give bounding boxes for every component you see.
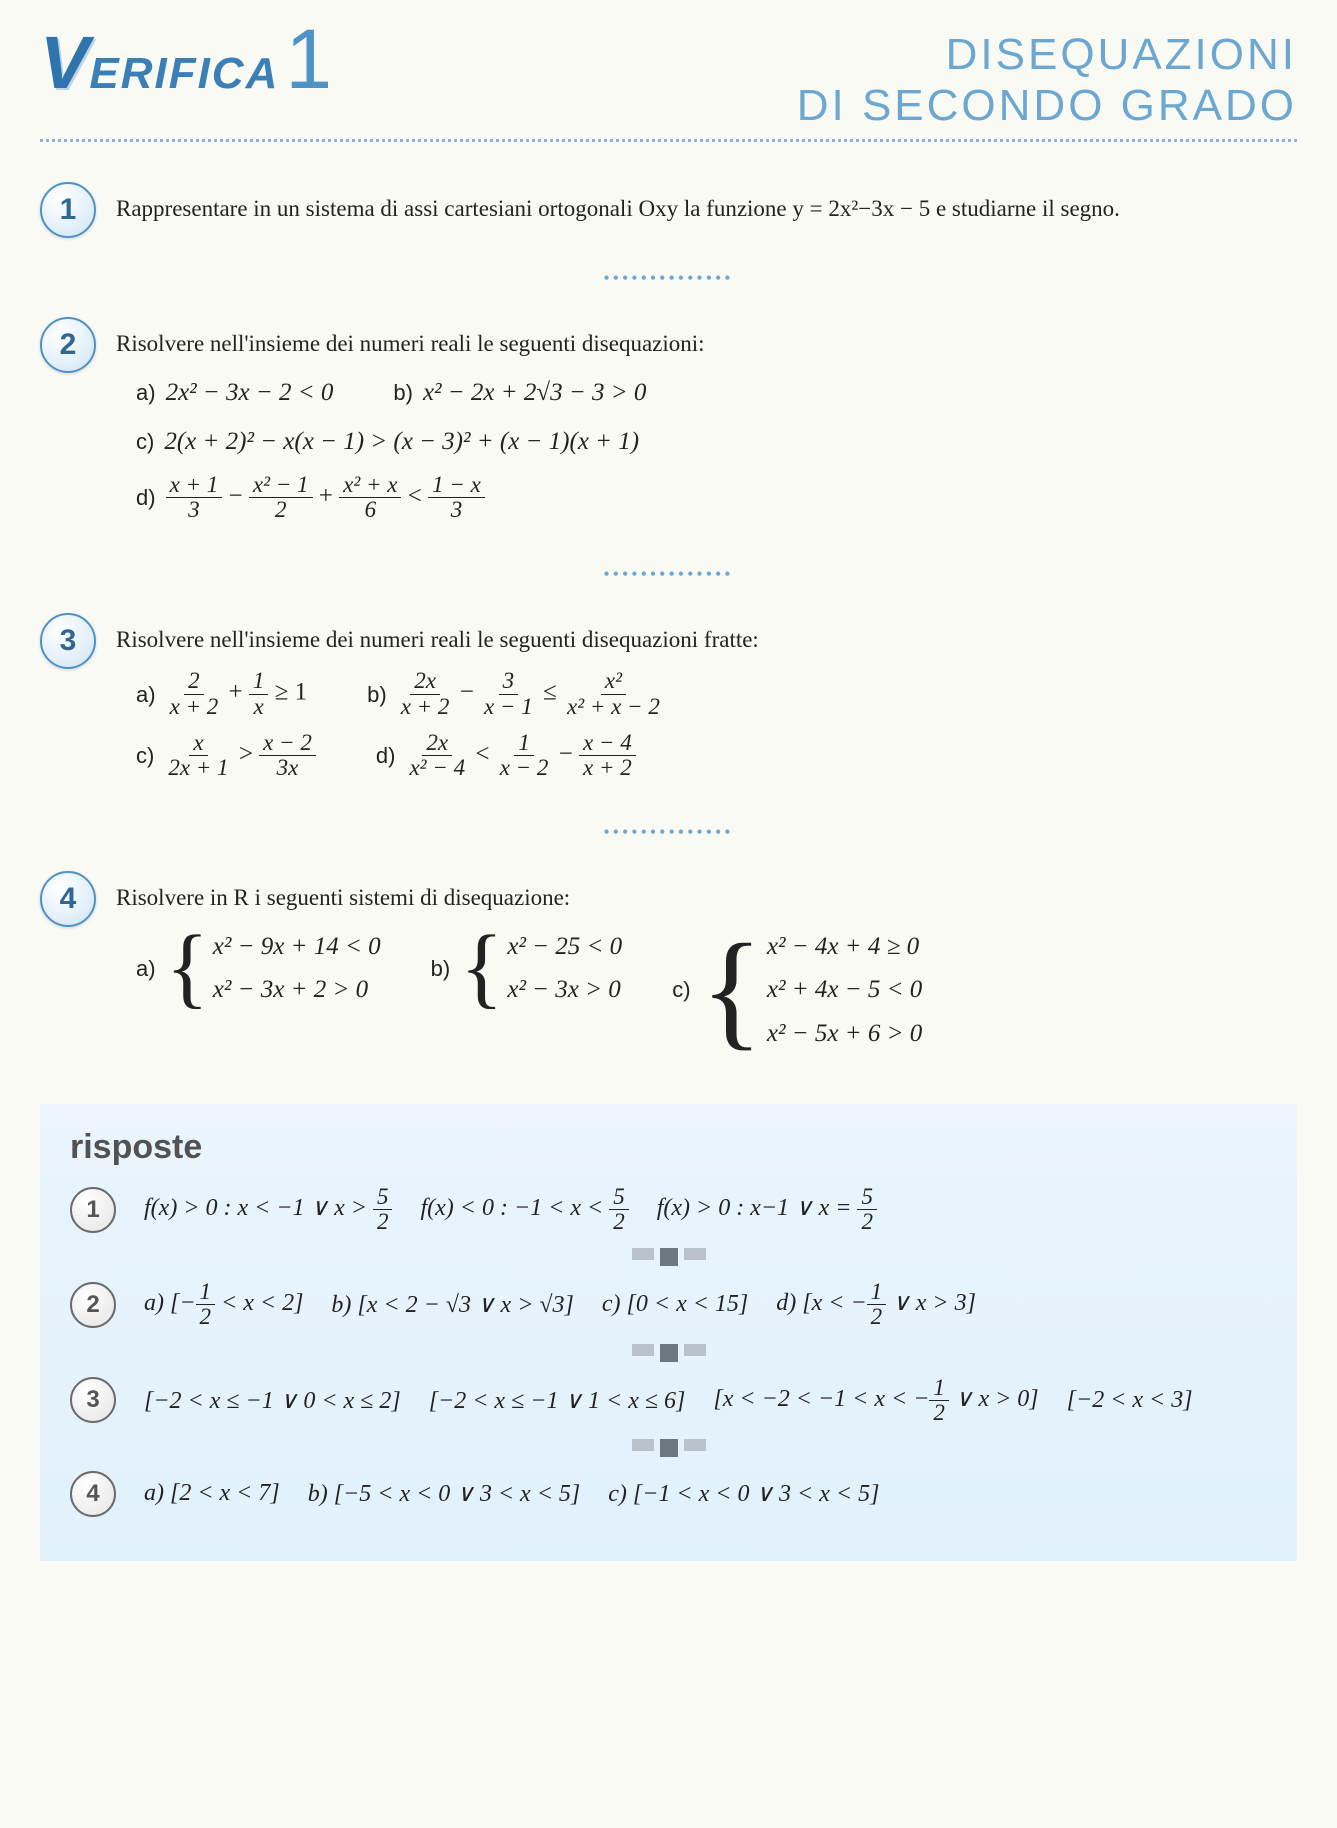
separator-dots: •••••••••••••• [40,268,1297,289]
label-d: d) [136,481,156,514]
ans-3b: [−2 < x ≤ −1 ∨ 1 < x ≤ 6] [429,1386,686,1415]
problems-block: 1 Rappresentare in un sistema di assi ca… [40,182,1297,1064]
problem-number: 4 [40,871,96,927]
problem-1-text: Rappresentare in un sistema di assi cart… [116,182,1297,227]
answer-number: 1 [70,1187,116,1233]
label-a: a) [136,376,156,409]
ans-2d: d) [x < −12 ∨ x > 3] [776,1280,976,1329]
problem-1: 1 Rappresentare in un sistema di assi ca… [40,182,1297,238]
problem-3-body: Risolvere nell'insieme dei numeri reali … [116,613,1297,792]
system-4b: { x² − 25 < 0 x² − 3x > 0 [460,928,622,1009]
problem-4-text: Risolvere in R i seguenti sistemi di dis… [116,881,1297,916]
label-b: b) [393,376,413,409]
problem-4: 4 Risolvere in R i seguenti sistemi di d… [40,871,1297,1064]
page-header: V ERIFICA 1 DISEQUAZIONI DI SECONDO GRAD… [40,30,1297,142]
eq-2c: 2(x + 2)² − x(x − 1) > (x − 3)² + (x − 1… [164,423,639,461]
separator-squares [70,1439,1267,1457]
problem-3-text: Risolvere nell'insieme dei numeri reali … [116,623,1297,658]
label-b: b) [431,952,451,985]
answer-row-4: 4 a) [2 < x < 7] b) [−5 < x < 0 ∨ 3 < x … [70,1471,1267,1517]
answer-number: 4 [70,1471,116,1517]
label-b: b) [367,678,387,711]
eq-3c: x2x + 1 > x − 23x [164,731,316,780]
problem-number: 1 [40,182,96,238]
answer-row-1: 1 f(x) > 0 : x < −1 ∨ x > 52 f(x) < 0 : … [70,1185,1267,1234]
eq-3a: 2x + 2 + 1x ≥ 1 [166,669,308,718]
ans-1c: f(x) > 0 : x−1 ∨ x = 52 [657,1185,877,1234]
label-a: a) [136,952,156,985]
problem-2: 2 Risolvere nell'insieme dei numeri real… [40,317,1297,534]
separator-squares [70,1344,1267,1362]
label-d: d) [376,739,396,772]
label-a: a) [136,678,156,711]
logo-number: 1 [285,30,332,89]
logo-rest: ERIFICA [89,49,279,99]
problem-number: 3 [40,613,96,669]
ans-1a: f(x) > 0 : x < −1 ∨ x > 52 [144,1185,392,1234]
ans-2c: c) [0 < x < 15] [602,1291,748,1318]
ans-2a: a) [−12 < x < 2] [144,1280,303,1329]
problem-number: 2 [40,317,96,373]
answer-number: 2 [70,1282,116,1328]
problem-3: 3 Risolvere nell'insieme dei numeri real… [40,613,1297,792]
worksheet-page: V ERIFICA 1 DISEQUAZIONI DI SECONDO GRAD… [0,0,1337,1828]
eq-3b: 2xx + 2 − 3x − 1 ≤ x²x² + x − 2 [397,669,664,718]
answer-row-3: 3 [−2 < x ≤ −1 ∨ 0 < x ≤ 2] [−2 < x ≤ −1… [70,1376,1267,1425]
system-4a: { x² − 9x + 14 < 0 x² − 3x + 2 > 0 [166,928,381,1009]
label-c: c) [672,973,690,1006]
verifica-logo: V ERIFICA 1 [40,30,332,99]
label-c: c) [136,425,154,458]
answer-row-2: 2 a) [−12 < x < 2] b) [x < 2 − √3 ∨ x > … [70,1280,1267,1329]
page-title: DISEQUAZIONI DI SECONDO GRADO [797,30,1297,131]
eq-3d: 2xx² − 4 < 1x − 2 − x − 4x + 2 [405,731,635,780]
ans-3a: [−2 < x ≤ −1 ∨ 0 < x ≤ 2] [144,1386,401,1415]
answer-number: 3 [70,1377,116,1423]
answers-section: risposte 1 f(x) > 0 : x < −1 ∨ x > 52 f(… [40,1104,1297,1561]
label-c: c) [136,739,154,772]
title-line-2: DI SECONDO GRADO [797,81,1297,132]
eq-2b: x² − 2x + 2√3 − 3 > 0 [423,374,646,412]
logo-letter-v: V [40,33,89,92]
problem-4-body: Risolvere in R i seguenti sistemi di dis… [116,871,1297,1064]
problem-2-text: Risolvere nell'insieme dei numeri reali … [116,327,1297,362]
ans-3c: [x < −2 < −1 < x < −12 ∨ x > 0] [713,1376,1038,1425]
ans-4a: a) [2 < x < 7] [144,1480,280,1507]
separator-dots: •••••••••••••• [40,564,1297,585]
eq-2a: 2x² − 3x − 2 < 0 [166,374,334,412]
problem-2-body: Risolvere nell'insieme dei numeri reali … [116,317,1297,534]
title-line-1: DISEQUAZIONI [797,30,1297,81]
eq-2d: x + 13 − x² − 12 + x² + x6 < 1 − x3 [166,473,485,522]
ans-3d: [−2 < x < 3] [1067,1387,1193,1414]
separator-dots: •••••••••••••• [40,822,1297,843]
ans-1b: f(x) < 0 : −1 < x < 52 [420,1185,628,1234]
ans-2b: b) [x < 2 − √3 ∨ x > √3] [331,1290,573,1319]
ans-4b: b) [−5 < x < 0 ∨ 3 < x < 5] [308,1479,581,1508]
system-4c: { x² − 4x + 4 ≥ 0 x² + 4x − 5 < 0 x² − 5… [701,928,923,1053]
separator-squares [70,1248,1267,1266]
ans-4c: c) [−1 < x < 0 ∨ 3 < x < 5] [608,1479,879,1508]
answers-title: risposte [70,1128,1267,1167]
